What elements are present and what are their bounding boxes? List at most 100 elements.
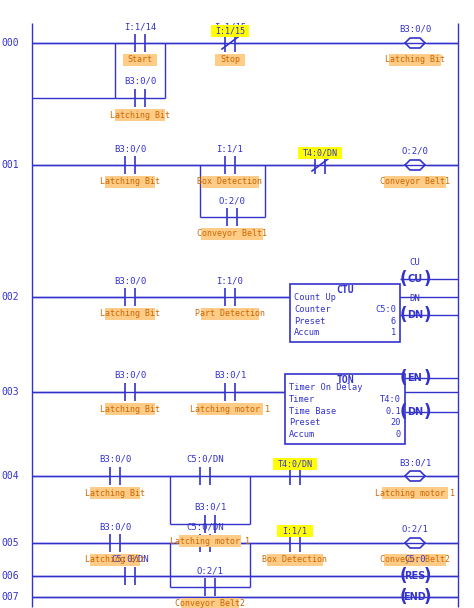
Text: Count Up: Count Up [294, 294, 336, 303]
Text: O:2/0: O:2/0 [219, 196, 246, 205]
Text: Latching Bit: Latching Bit [100, 404, 160, 413]
Text: Timer On Delay: Timer On Delay [289, 384, 363, 393]
Text: ): ) [423, 369, 431, 387]
Text: 006: 006 [1, 571, 19, 581]
Text: 002: 002 [1, 292, 19, 302]
Text: ): ) [423, 306, 431, 324]
Text: B3:0/0: B3:0/0 [114, 276, 146, 285]
Text: C5:0/DN: C5:0/DN [111, 555, 149, 564]
Text: 20: 20 [391, 418, 401, 427]
Text: 004: 004 [1, 471, 19, 481]
Text: Conveyor Belt2: Conveyor Belt2 [380, 556, 450, 564]
Text: Accum: Accum [289, 430, 315, 439]
Text: O:2/0: O:2/0 [401, 147, 428, 156]
Text: Conveyor Belt1: Conveyor Belt1 [197, 229, 267, 238]
Text: 005: 005 [1, 538, 19, 548]
Text: Timer: Timer [289, 395, 315, 404]
Bar [211, 25, 249, 37]
Text: B3:0/0: B3:0/0 [124, 77, 156, 86]
Bar [90, 487, 140, 499]
Text: TON: TON [336, 375, 354, 385]
Text: CTU: CTU [336, 285, 354, 295]
Bar [290, 284, 400, 342]
Bar [277, 525, 313, 537]
Text: ): ) [423, 403, 431, 421]
Text: ): ) [423, 588, 431, 606]
Text: Accum: Accum [294, 328, 320, 337]
Text: CU: CU [410, 258, 420, 267]
Text: C5:0/DN: C5:0/DN [186, 522, 224, 531]
Text: 000: 000 [1, 38, 19, 48]
Bar [384, 176, 446, 188]
Text: Conveyor Belt2: Conveyor Belt2 [175, 599, 245, 608]
Bar [179, 535, 241, 547]
Bar [201, 176, 259, 188]
Bar [197, 403, 263, 415]
Bar [298, 147, 342, 159]
Text: B3:0/0: B3:0/0 [399, 25, 431, 34]
Text: (: ( [399, 369, 407, 387]
Text: Box Detection: Box Detection [198, 178, 263, 187]
Text: I:1/1: I:1/1 [217, 144, 244, 153]
Text: B3:0/1: B3:0/1 [214, 371, 246, 380]
Text: EN: EN [408, 373, 422, 383]
Text: (: ( [399, 403, 407, 421]
Text: 001: 001 [1, 160, 19, 170]
Bar [382, 487, 448, 499]
Text: ): ) [423, 567, 431, 585]
Bar [105, 176, 155, 188]
Text: Stop: Stop [220, 55, 240, 64]
Text: C5:0/DN: C5:0/DN [186, 455, 224, 464]
Text: CU: CU [408, 274, 422, 284]
Text: I:1/14: I:1/14 [124, 22, 156, 31]
Bar [201, 228, 263, 240]
Text: Start: Start [128, 55, 153, 64]
Text: 6: 6 [391, 317, 396, 325]
Text: (: ( [399, 567, 407, 585]
Text: I:1/15: I:1/15 [214, 22, 246, 31]
Bar [273, 458, 317, 470]
Text: Latching motor 1: Latching motor 1 [375, 488, 455, 497]
Text: Latching Bit: Latching Bit [385, 55, 445, 64]
Text: O:2/1: O:2/1 [197, 566, 223, 575]
Text: I:1/0: I:1/0 [217, 276, 244, 285]
Text: (: ( [399, 306, 407, 324]
Text: C5:0: C5:0 [375, 305, 396, 314]
Text: Preset: Preset [289, 418, 320, 427]
Text: 007: 007 [1, 592, 19, 602]
Text: 003: 003 [1, 387, 19, 397]
Text: B3:0/0: B3:0/0 [114, 144, 146, 153]
Bar [384, 554, 446, 566]
Text: Latching Bit: Latching Bit [100, 309, 160, 319]
Text: B3:0/0: B3:0/0 [99, 522, 131, 531]
Text: Latching motor 1: Latching motor 1 [190, 404, 270, 413]
Text: DN: DN [407, 310, 423, 320]
Bar [267, 554, 323, 566]
Bar [285, 374, 405, 444]
Text: RES: RES [404, 571, 426, 581]
Text: I:1/15: I:1/15 [215, 27, 245, 35]
Text: Latching Bit: Latching Bit [85, 556, 145, 564]
Bar [389, 54, 441, 66]
Text: Latching Bit: Latching Bit [110, 111, 170, 120]
Text: Box Detection: Box Detection [263, 556, 328, 564]
Text: O:2/1: O:2/1 [401, 525, 428, 534]
Text: Latching Bit: Latching Bit [85, 488, 145, 497]
Bar [105, 308, 155, 320]
Text: 1: 1 [391, 328, 396, 337]
Text: 0: 0 [396, 430, 401, 439]
Text: I:1/1: I:1/1 [283, 527, 308, 536]
Text: Preset: Preset [294, 317, 326, 325]
Text: Conveyor Belt1: Conveyor Belt1 [380, 178, 450, 187]
Bar [123, 54, 157, 66]
Bar [181, 598, 239, 608]
Text: DN: DN [410, 294, 420, 303]
Text: B3:0/1: B3:0/1 [194, 503, 226, 512]
Bar [115, 109, 165, 121]
Text: Part Detection: Part Detection [195, 309, 265, 319]
Bar [215, 54, 245, 66]
Bar [201, 308, 259, 320]
Text: T4:0/DN: T4:0/DN [302, 148, 337, 157]
Text: B3:0/0: B3:0/0 [99, 455, 131, 464]
Text: END: END [404, 592, 427, 602]
